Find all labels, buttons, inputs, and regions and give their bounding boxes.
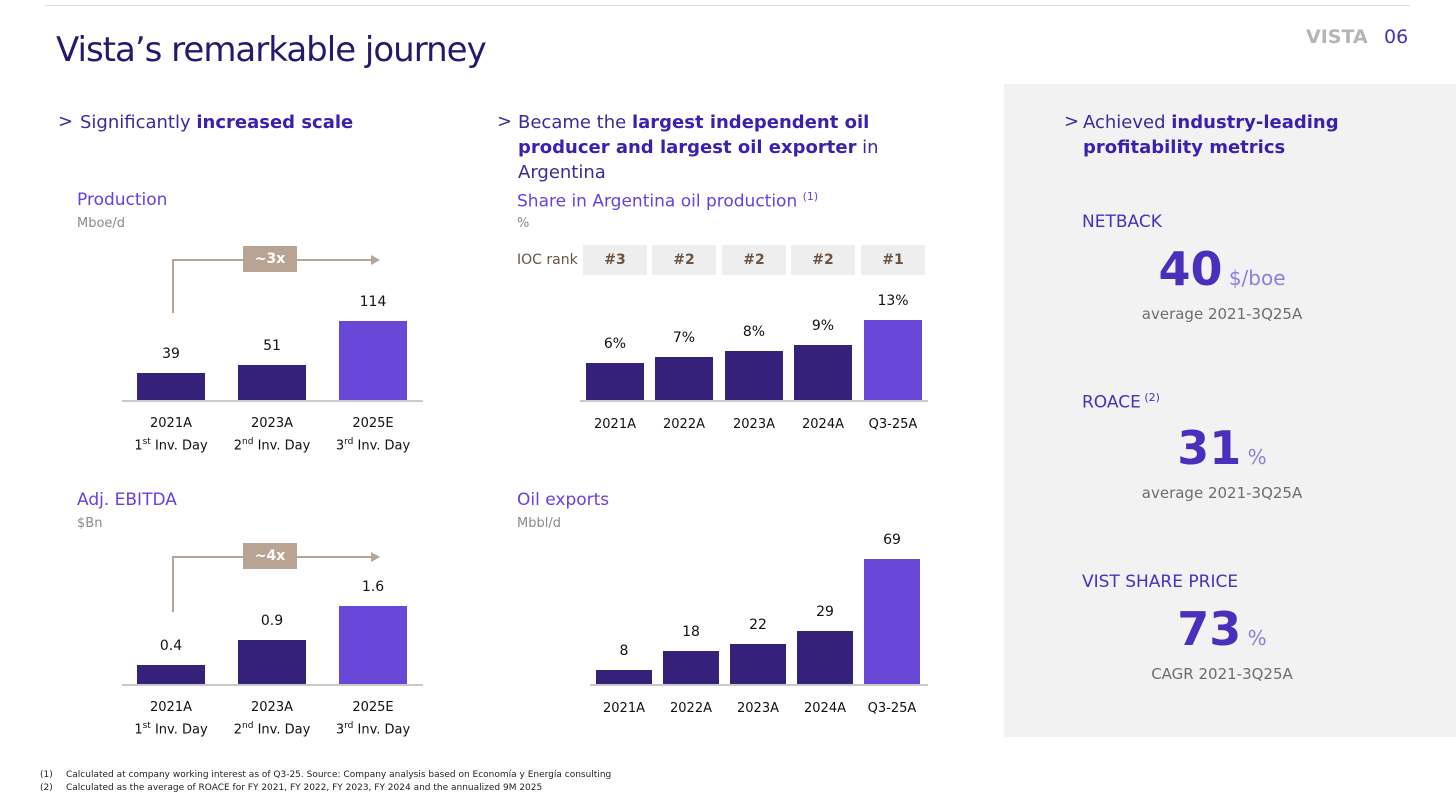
category-label: 2023A 2nd Inv. Day bbox=[233, 700, 311, 738]
ioc-rank-badge: #1 bbox=[861, 245, 925, 275]
category-label: 2025E 3rd Inv. Day bbox=[335, 700, 411, 738]
chevron-right-icon: > bbox=[497, 111, 513, 132]
data-label: 29 bbox=[816, 604, 834, 621]
chart-unit-share: % bbox=[517, 216, 530, 231]
category-label: 2024A bbox=[804, 701, 846, 716]
arrow-right-icon bbox=[371, 552, 380, 562]
section-header-profitability: Achieved industry-leading profitability … bbox=[1083, 112, 1339, 158]
category-label: 2023A bbox=[737, 701, 779, 716]
bar-ebitda bbox=[339, 606, 407, 684]
kpi-panel bbox=[1004, 84, 1456, 737]
footnote-num: (1) bbox=[40, 770, 53, 780]
category-label: 2021A bbox=[594, 417, 636, 432]
kpi-value: 31 % bbox=[1177, 421, 1267, 475]
x-axis bbox=[580, 400, 928, 402]
section-header-producer: Became the largest independent oil produ… bbox=[518, 112, 879, 183]
growth-multiple-badge: ~4x bbox=[243, 543, 297, 569]
kpi-subtitle: CAGR 2021-3Q25A bbox=[1151, 665, 1293, 683]
data-label: 18 bbox=[682, 624, 700, 641]
category-label: 2021A 1st Inv. Day bbox=[134, 416, 208, 454]
kpi-label: ROACE (2) bbox=[1082, 391, 1160, 413]
arrow-right-icon bbox=[371, 255, 380, 265]
page-title: Vista’s remarkable journey bbox=[56, 30, 487, 70]
chart-unit-production: Mboe/d bbox=[77, 216, 126, 231]
bar-exports bbox=[663, 651, 719, 684]
footnote-text: Calculated at company working interest a… bbox=[66, 770, 612, 780]
footnote-num: (2) bbox=[40, 783, 53, 793]
bar-production bbox=[238, 364, 306, 400]
bar-share bbox=[586, 363, 644, 400]
bar-ebitda bbox=[137, 664, 205, 684]
category-label: 2025E 3rd Inv. Day bbox=[335, 416, 411, 454]
data-label: 0.4 bbox=[159, 637, 183, 654]
kpi-label: NETBACK bbox=[1082, 212, 1162, 232]
data-label: 114 bbox=[359, 294, 387, 310]
x-axis bbox=[122, 400, 423, 402]
chart-title-ebitda: Adj. EBITDA bbox=[77, 490, 177, 510]
chart-title-share: Share in Argentina oil production (1) bbox=[517, 190, 819, 212]
x-axis bbox=[590, 684, 928, 686]
ioc-rank-badge: #2 bbox=[722, 245, 786, 275]
ioc-rank-badge: #2 bbox=[791, 245, 855, 275]
section-header-scale: Significantly increased scale bbox=[80, 112, 354, 133]
data-label: 1.6 bbox=[361, 579, 385, 595]
data-label: 39 bbox=[162, 345, 180, 362]
data-label: 13% bbox=[877, 293, 909, 309]
growth-connector bbox=[172, 556, 174, 612]
growth-multiple-badge: ~3x bbox=[243, 246, 297, 272]
bar-share bbox=[864, 320, 922, 400]
bar-share bbox=[725, 350, 783, 400]
bar-production bbox=[137, 372, 205, 400]
footnote-ref: (1) bbox=[802, 190, 819, 203]
kpi-subtitle: average 2021-3Q25A bbox=[1141, 484, 1303, 502]
category-label: 2023A 2nd Inv. Day bbox=[233, 416, 311, 454]
bar-production bbox=[339, 321, 407, 400]
bar-share bbox=[794, 344, 852, 400]
kpi-label: VIST SHARE PRICE bbox=[1082, 572, 1239, 592]
data-label: 51 bbox=[263, 337, 281, 354]
category-label: 2024A bbox=[802, 417, 844, 432]
bar-exports bbox=[797, 631, 853, 684]
chart-unit-exports: Mbbl/d bbox=[517, 516, 561, 531]
ioc-rank-label: IOC rank bbox=[517, 252, 578, 268]
data-label: 7% bbox=[672, 329, 696, 346]
category-label: 2021A bbox=[603, 701, 645, 716]
data-label: 0.9 bbox=[260, 613, 284, 630]
page-number: 06 bbox=[1384, 26, 1409, 48]
data-label: 22 bbox=[749, 617, 767, 634]
growth-connector bbox=[172, 259, 174, 313]
chevron-right-icon: > bbox=[1064, 111, 1080, 132]
chevron-right-icon: > bbox=[58, 111, 74, 132]
bar-share bbox=[655, 356, 713, 400]
data-label: 8 bbox=[619, 642, 629, 659]
ioc-rank-badge: #2 bbox=[652, 245, 716, 275]
chart-title-production: Production bbox=[77, 190, 168, 210]
category-label: 2021A 1st Inv. Day bbox=[134, 700, 208, 738]
chart-title-exports: Oil exports bbox=[517, 490, 610, 510]
data-label: 8% bbox=[742, 323, 766, 340]
bar-exports bbox=[596, 669, 652, 684]
bar-ebitda bbox=[238, 640, 306, 684]
data-label: 69 bbox=[883, 532, 901, 548]
category-label: 2022A bbox=[670, 701, 712, 716]
category-label: Q3-25A bbox=[868, 417, 918, 432]
kpi-value: 40 $/boe bbox=[1158, 242, 1286, 296]
footnote-text: Calculated as the average of ROACE for F… bbox=[66, 783, 543, 793]
kpi-subtitle: average 2021-3Q25A bbox=[1141, 305, 1303, 323]
chart-unit-ebitda: $Bn bbox=[77, 516, 103, 531]
data-label: 9% bbox=[811, 317, 835, 334]
bar-exports bbox=[730, 644, 786, 684]
bar-exports bbox=[864, 559, 920, 684]
x-axis bbox=[122, 684, 423, 686]
category-label: Q3-25A bbox=[867, 701, 917, 716]
category-label: 2022A bbox=[663, 417, 705, 432]
brand-logo: VISTA bbox=[1306, 26, 1368, 48]
ioc-rank-badge: #3 bbox=[583, 245, 647, 275]
category-label: 2023A bbox=[733, 417, 775, 432]
kpi-value: 73 % bbox=[1177, 602, 1267, 656]
data-label: 6% bbox=[603, 336, 627, 353]
top-divider bbox=[45, 5, 1410, 6]
